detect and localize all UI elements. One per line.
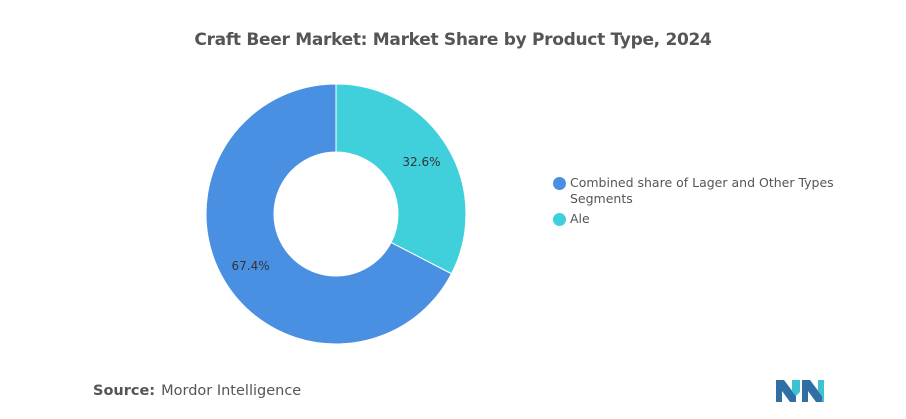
legend-swatch-lager-other [553,177,566,190]
slice-labels: 32.6% 67.4% [232,155,441,273]
slice-combined-share-of-lager-and-other-types-segments [205,83,453,345]
slice-label-combined-share-of-lager-and-other-types-segments: 67.4% [232,259,270,273]
mordor-intelligence-logo-icon [776,380,824,402]
source-note: Source: Mordor Intelligence [93,383,301,399]
source-value: Mordor Intelligence [161,383,302,399]
legend-swatch-ale [553,213,566,226]
slice-ale [335,83,467,275]
source-label: Source: [93,383,156,399]
legend-item-ale: Ale [553,211,853,227]
donut-slices [205,83,467,345]
chart-title: Craft Beer Market: Market Share by Produ… [194,30,712,50]
legend-item-lager-other: Combined share of Lager and Other Types … [553,175,853,207]
legend: Combined share of Lager and Other Types … [553,175,853,231]
legend-label-lager-other: Combined share of Lager and Other Types … [570,175,834,206]
slice-label-ale: 32.6% [402,155,440,169]
legend-label-ale: Ale [570,211,590,226]
